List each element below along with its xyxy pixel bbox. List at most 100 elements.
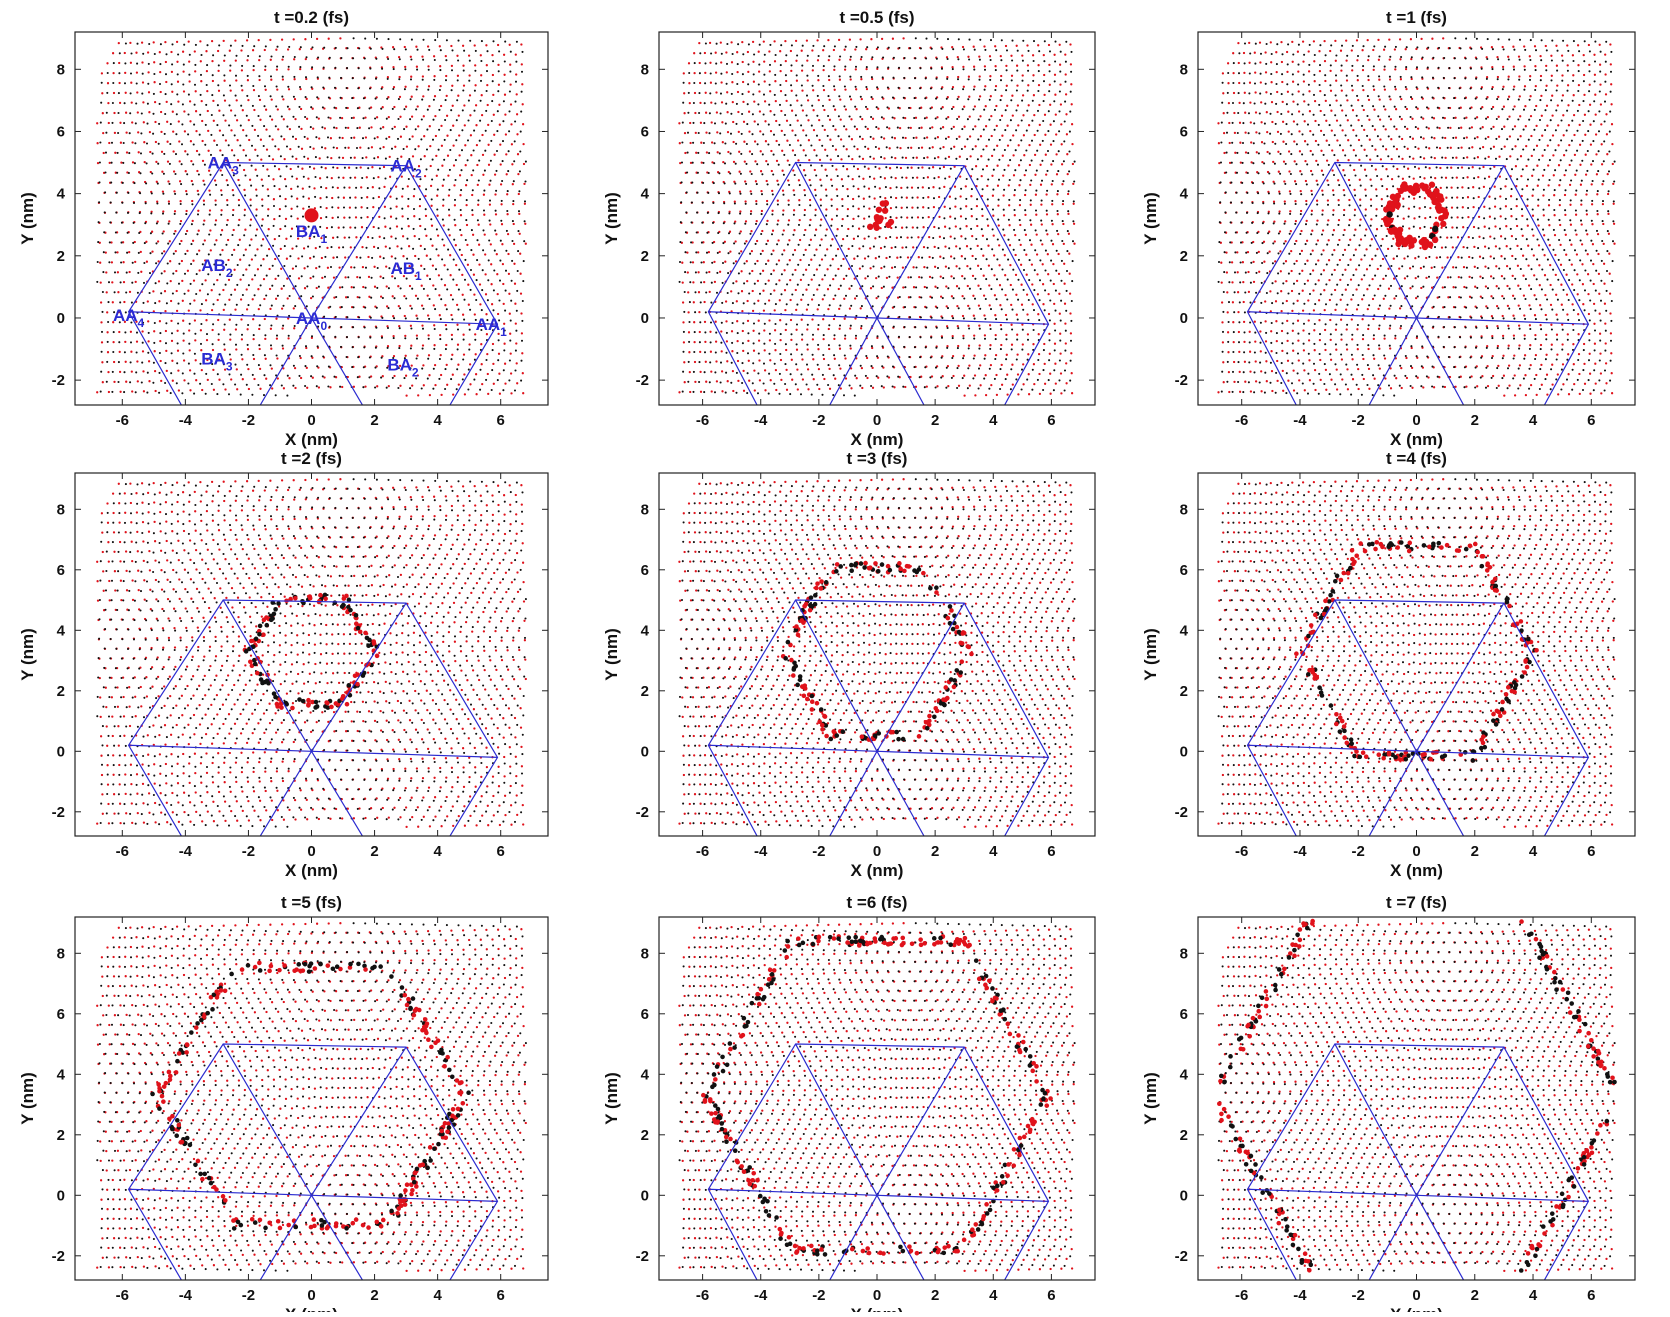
excitation-dot: [279, 705, 284, 710]
excitation-dot: [466, 1090, 471, 1096]
excitation-dot: [293, 595, 298, 601]
excitation-dot: [1243, 1161, 1249, 1167]
excitation-dot: [947, 604, 953, 609]
excitation-dot: [1218, 1073, 1224, 1079]
panel-title: t =6 (fs): [847, 893, 908, 912]
grid-spoke-2: [310, 165, 407, 319]
excitation-dot: [454, 1078, 460, 1083]
excitation-dot: [211, 992, 217, 998]
y-axis-label: Y (nm): [18, 1072, 37, 1125]
excitation-dot: [876, 217, 883, 225]
excitation-dot: [771, 968, 777, 973]
moire-grid: [127, 1043, 499, 1280]
excitation-dot: [1386, 544, 1392, 550]
x-tick-label: -4: [1293, 1287, 1307, 1304]
excitation-dot: [959, 641, 965, 646]
excitation-dot: [344, 1226, 349, 1231]
excitation-dot: [999, 1174, 1005, 1179]
excitation-dot: [860, 1248, 866, 1254]
excitation-dot: [1463, 546, 1469, 552]
excitation-dot: [1485, 561, 1490, 566]
excitation-dot: [1557, 979, 1563, 985]
excitation-dot: [1444, 542, 1450, 548]
excitation-dot: [1470, 758, 1476, 763]
excitation-dot: [1395, 230, 1403, 237]
excitation-dot: [1519, 628, 1524, 633]
excitation-dot: [278, 701, 284, 706]
excitation-dot: [1480, 554, 1486, 559]
excitation-dot: [1259, 1175, 1264, 1180]
grid-spoke-6: [876, 317, 925, 405]
excitation-dot: [923, 720, 929, 725]
panel-4: -6 -4 -2 0 2 4 6 -2 0 2 4 6 8 t =2 (fs) X (nm) Y (nm): [18, 449, 549, 880]
excitation-dot: [1386, 217, 1394, 224]
excitation-dot: [800, 940, 806, 946]
excitation-dot: [347, 965, 353, 970]
excitation-dot: [1522, 670, 1528, 675]
y-tick-label: 4: [641, 186, 650, 203]
excitation-dot: [1218, 1078, 1223, 1084]
excitation-dot: [238, 1222, 244, 1228]
grid-spoke-4: [708, 311, 878, 319]
excitation-dot: [1338, 577, 1344, 583]
y-tick-label: -2: [1175, 372, 1188, 389]
excitation-dot: [881, 1251, 886, 1256]
excitation-dot: [934, 585, 939, 591]
x-tick-label: -2: [1352, 412, 1365, 429]
excitation-dot: [1048, 1096, 1053, 1101]
y-tick-label: 0: [1180, 1187, 1188, 1204]
excitation-dot: [960, 631, 966, 636]
excitation-dot: [1337, 715, 1343, 720]
excitation-dot: [363, 967, 368, 972]
excitation-dot: [928, 585, 933, 591]
excitation-dot: [271, 611, 277, 617]
excitation-dot: [1410, 189, 1418, 196]
excitation-dot: [945, 615, 951, 621]
excitation-dot: [1436, 540, 1442, 546]
y-tick-label: 2: [1180, 248, 1188, 265]
excitation-dot: [796, 942, 802, 948]
panel-8: -6 -4 -2 0 2 4 6 -2 0 2 4 6 8 t =6 (fs) X (nm) Y (nm): [602, 893, 1096, 1317]
excitation-dot: [882, 940, 887, 946]
excitation-dot: [838, 564, 844, 569]
excitation-dot: [175, 1058, 180, 1064]
x-tick-label: -6: [1235, 1287, 1248, 1304]
excitation-dot: [308, 1224, 314, 1230]
excitation-dot: [150, 1091, 155, 1097]
y-tick-label: 6: [1180, 562, 1188, 579]
excitation-dot: [751, 1170, 757, 1176]
excitation-dot: [801, 693, 807, 699]
excitation-dot: [1248, 1168, 1254, 1174]
excitation-dot: [223, 1198, 228, 1203]
excitation-dot: [1017, 1049, 1023, 1055]
excitation-dot: [1345, 570, 1351, 576]
excitation-dot: [432, 1146, 437, 1152]
y-tick-label: 4: [57, 186, 66, 203]
excitation-dot: [997, 1012, 1003, 1017]
excitation-dot: [323, 596, 328, 602]
excitation-dot: [1247, 1033, 1253, 1039]
excitation-dot: [1284, 1228, 1289, 1233]
excitation-dot: [1569, 1001, 1575, 1006]
x-tick-label: -2: [812, 1287, 825, 1304]
excitation-dot: [921, 570, 926, 576]
excitation-dot: [427, 1145, 433, 1150]
excitation-dot: [1257, 1014, 1263, 1020]
excitation-dot: [1341, 570, 1347, 576]
excitation-dot: [187, 1142, 193, 1148]
excitation-dot: [789, 657, 794, 663]
grid-spoke-2: [310, 602, 407, 752]
y-tick-label: 6: [57, 562, 65, 579]
excitation-dot: [760, 1199, 766, 1205]
excitation-dot: [1598, 1063, 1603, 1069]
excitation-dot: [1292, 1232, 1298, 1238]
excitation-dot: [807, 602, 813, 608]
x-axis-label: X (nm): [851, 430, 904, 449]
excitation-dot: [439, 1128, 445, 1134]
excitation-dot: [1302, 1251, 1308, 1257]
excitation-dot: [857, 938, 863, 944]
excitation-dot: [455, 1113, 461, 1118]
excitation-dot: [906, 564, 912, 569]
excitation-dot: [934, 708, 940, 714]
excitation-dot: [422, 1158, 427, 1164]
